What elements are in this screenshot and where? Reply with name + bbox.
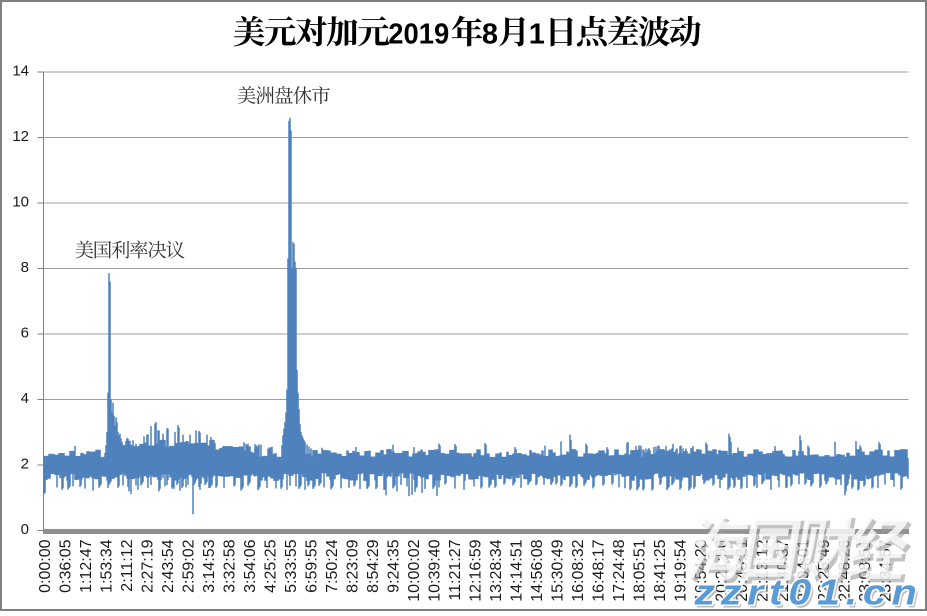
svg-text:12: 12 — [12, 128, 29, 145]
svg-text:11:21:27: 11:21:27 — [447, 539, 464, 600]
svg-text:8:54:29: 8:54:29 — [365, 539, 382, 592]
svg-text:0:00:00: 0:00:00 — [37, 539, 54, 592]
svg-text:4:25:25: 4:25:25 — [263, 539, 280, 592]
svg-text:14: 14 — [12, 63, 29, 80]
svg-text:0: 0 — [21, 521, 29, 538]
svg-text:18:05:51: 18:05:51 — [632, 539, 649, 601]
svg-text:3:32:58: 3:32:58 — [222, 539, 239, 592]
svg-text:10:00:02: 10:00:02 — [406, 539, 423, 601]
svg-text:1:53:34: 1:53:34 — [99, 539, 116, 592]
svg-text:9:24:35: 9:24:35 — [386, 539, 403, 592]
svg-text:6: 6 — [21, 325, 29, 342]
svg-text:8:23:09: 8:23:09 — [345, 539, 362, 592]
svg-text:16:48:17: 16:48:17 — [591, 539, 608, 601]
svg-text:6:59:55: 6:59:55 — [304, 539, 321, 592]
svg-text:0:36:05: 0:36:05 — [58, 539, 75, 592]
svg-text:1:12:47: 1:12:47 — [78, 539, 95, 592]
svg-text:2:27:19: 2:27:19 — [140, 539, 157, 592]
svg-text:3:54:06: 3:54:06 — [242, 539, 259, 592]
svg-text:12:16:59: 12:16:59 — [468, 539, 485, 601]
svg-text:8: 8 — [482, 19, 498, 51]
svg-text:zzrt01.cn: zzrt01.cn — [693, 572, 922, 612]
svg-text:13:28:34: 13:28:34 — [488, 539, 505, 601]
svg-text:18:41:25: 18:41:25 — [652, 539, 669, 601]
svg-text:7:50:24: 7:50:24 — [324, 539, 341, 592]
svg-text:1: 1 — [529, 19, 545, 51]
svg-text:15:30:49: 15:30:49 — [550, 539, 567, 601]
svg-text:2:43:54: 2:43:54 — [160, 539, 177, 592]
svg-text:14:56:08: 14:56:08 — [529, 539, 546, 601]
svg-text:2:59:02: 2:59:02 — [181, 539, 198, 592]
svg-text:10:39:40: 10:39:40 — [427, 539, 444, 601]
svg-text:2:11:12: 2:11:12 — [119, 539, 136, 591]
svg-text:14:14:51: 14:14:51 — [509, 539, 526, 601]
svg-text:3:14:53: 3:14:53 — [201, 539, 218, 592]
svg-text:zzrt01.cn: zzrt01.cn — [693, 572, 922, 612]
svg-text:16:08:32: 16:08:32 — [570, 539, 587, 601]
svg-text:19:19:54: 19:19:54 — [673, 539, 690, 601]
svg-text:zzrt01.cn: zzrt01.cn — [696, 575, 925, 612]
svg-text:4: 4 — [21, 390, 29, 407]
svg-text:17:24:48: 17:24:48 — [611, 539, 628, 601]
svg-text:2: 2 — [21, 456, 29, 473]
svg-text:8: 8 — [21, 259, 29, 276]
svg-text:2019: 2019 — [388, 19, 449, 51]
svg-text:5:33:55: 5:33:55 — [283, 539, 300, 592]
svg-text:10: 10 — [12, 194, 29, 211]
